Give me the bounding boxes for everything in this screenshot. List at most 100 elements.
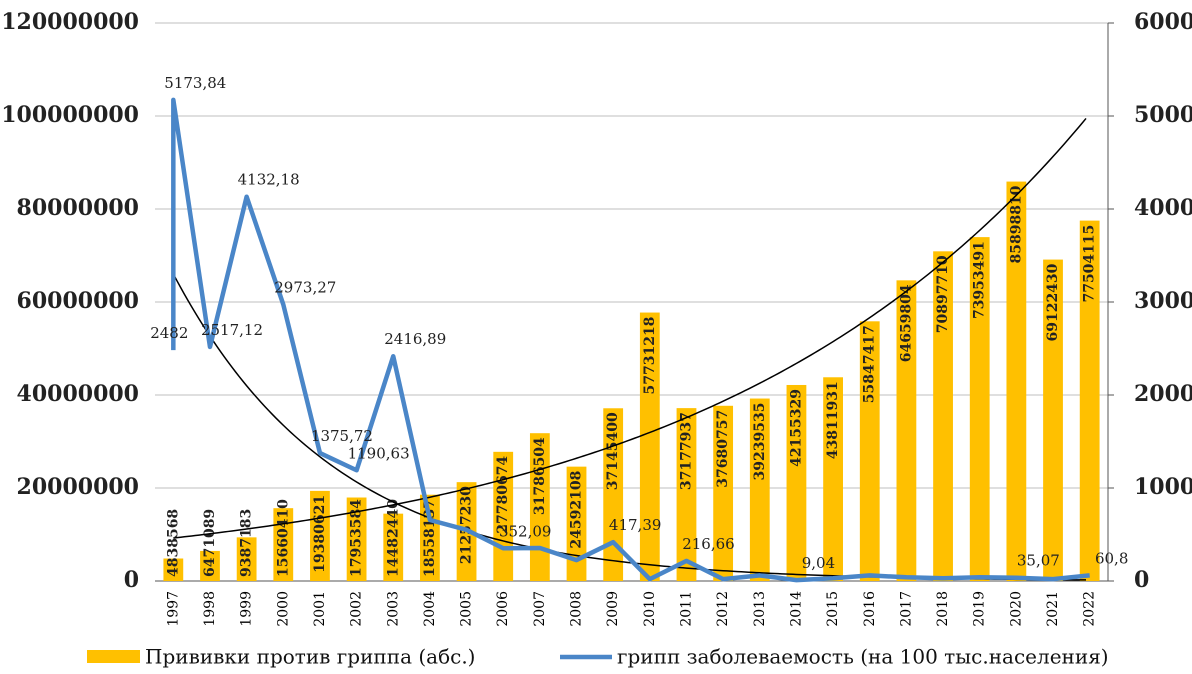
- x-tick-label: 2015: [825, 591, 841, 627]
- bar-value-label: 19380621: [312, 495, 328, 573]
- bar-value-label: 43811931: [825, 381, 841, 459]
- bar: [859, 321, 880, 581]
- legend-swatch: [87, 650, 140, 663]
- bar-value-label: 14482440: [385, 499, 401, 577]
- line-value-label: 2482: [150, 324, 188, 342]
- x-tick-label: 1999: [239, 591, 255, 627]
- x-tick-label: 1997: [165, 591, 181, 627]
- x-tick-label: 2005: [459, 591, 475, 627]
- x-tick-label: 2014: [788, 591, 804, 627]
- x-tick-label: 2022: [1082, 591, 1098, 627]
- y2-tick-label: 2000: [1134, 381, 1192, 407]
- legend-label: грипп заболеваемость (на 100 тыс.населен…: [617, 645, 1109, 669]
- line-value-label: 9,04: [802, 554, 835, 572]
- bar-value-label: 85898810: [1008, 185, 1024, 263]
- line-value-label: 417,39: [609, 516, 662, 534]
- line-value-label: 5173,84: [164, 74, 226, 92]
- y2-tick-label: 4000: [1134, 195, 1192, 221]
- x-tick-label: 2006: [495, 591, 511, 627]
- bar: [1006, 181, 1027, 581]
- bar: [383, 513, 404, 581]
- y-tick-label: 20000000: [17, 474, 139, 500]
- line-value-label: 2416,89: [384, 330, 446, 348]
- x-tick-label: 2019: [972, 591, 988, 627]
- bar: [823, 377, 843, 581]
- bar-value-label: 57731218: [642, 317, 658, 395]
- bar-value-label: 15660410: [275, 499, 291, 577]
- bar: [676, 408, 697, 581]
- y-tick-label: 80000000: [17, 195, 139, 221]
- x-tick-label: 2002: [349, 591, 365, 627]
- bar: [749, 398, 770, 581]
- bar: [969, 237, 990, 581]
- bar-value-label: 9387183: [239, 509, 255, 577]
- x-tick-label: 2009: [605, 591, 621, 627]
- y-tick-label: 0: [124, 567, 139, 593]
- bar-value-label: 37145400: [605, 412, 621, 490]
- bar-value-label: 24592108: [569, 471, 585, 549]
- line-value-label: 1190,63: [348, 444, 410, 462]
- trendline: [173, 117, 1087, 539]
- bar-value-label: 6471089: [202, 509, 218, 577]
- x-tick-label: 2013: [752, 591, 768, 627]
- bar: [896, 280, 917, 581]
- bar-value-label: 17953584: [349, 499, 365, 577]
- bar: [1079, 220, 1100, 581]
- x-tick-label: 2008: [569, 591, 585, 627]
- bar: [236, 537, 257, 581]
- x-tick-label: 2000: [275, 591, 291, 627]
- line-value-label: 1375,72: [311, 427, 373, 445]
- bar-value-label: 37680757: [715, 410, 731, 488]
- bar: [933, 251, 953, 581]
- line-value-label: 60,8: [1095, 549, 1128, 567]
- y2-tick-label: 1000: [1134, 474, 1192, 500]
- bar-value-label: 4838568: [165, 509, 181, 577]
- y2-tick-label: 3000: [1134, 288, 1192, 314]
- bar-value-label: 55847417: [862, 325, 878, 403]
- bar: [713, 405, 734, 581]
- bar: [566, 466, 587, 581]
- y-tick-label: 120000000: [1, 9, 139, 35]
- bar: [639, 312, 660, 581]
- bar-value-label: 42155329: [788, 389, 804, 467]
- bar-value-label: 31786504: [532, 437, 548, 515]
- bar: [786, 384, 807, 581]
- x-tick-label: 2012: [715, 591, 731, 627]
- x-tick-label: 2020: [1008, 591, 1024, 627]
- bar: [163, 558, 184, 581]
- bar-value-label: 70897710: [935, 255, 951, 333]
- bar: [603, 408, 624, 581]
- line-value-label: 352,09: [499, 522, 552, 540]
- x-tick-label: 2021: [1045, 591, 1061, 627]
- legend-label: Прививки против гриппа (абс.): [145, 645, 475, 669]
- bar: [273, 508, 294, 581]
- y-tick-label: 40000000: [17, 381, 139, 407]
- y2-tick-label: 0: [1134, 567, 1149, 593]
- bar: [346, 497, 367, 581]
- bar: [310, 490, 330, 581]
- line-value-label: 216,66: [682, 535, 735, 553]
- bar-value-label: 77504115: [1082, 225, 1098, 303]
- x-tick-label: 2018: [935, 591, 951, 627]
- y-tick-label: 100000000: [1, 102, 139, 128]
- x-tick-label: 2010: [642, 591, 658, 627]
- bar-value-label: 18558137: [422, 499, 438, 577]
- bar: [200, 550, 220, 581]
- line-value-label: 2517,12: [201, 321, 263, 339]
- bar-value-label: 21257230: [459, 486, 475, 564]
- x-tick-label: 2016: [862, 591, 878, 627]
- line-value-label: 2973,27: [274, 278, 336, 296]
- y2-tick-label: 6000: [1134, 9, 1192, 35]
- bar-value-label: 73953491: [972, 241, 988, 319]
- x-tick-label: 2001: [312, 591, 328, 627]
- bar-value-label: 64659804: [898, 284, 914, 362]
- x-tick-label: 2003: [385, 591, 401, 627]
- y2-tick-label: 5000: [1134, 102, 1192, 128]
- bar-value-label: 37177937: [678, 412, 694, 490]
- line-value-label: 35,07: [1017, 552, 1060, 570]
- x-tick-label: 2017: [898, 591, 914, 627]
- x-tick-label: 2004: [422, 591, 438, 627]
- bar-value-label: 39239535: [752, 403, 768, 481]
- bar: [1043, 259, 1063, 581]
